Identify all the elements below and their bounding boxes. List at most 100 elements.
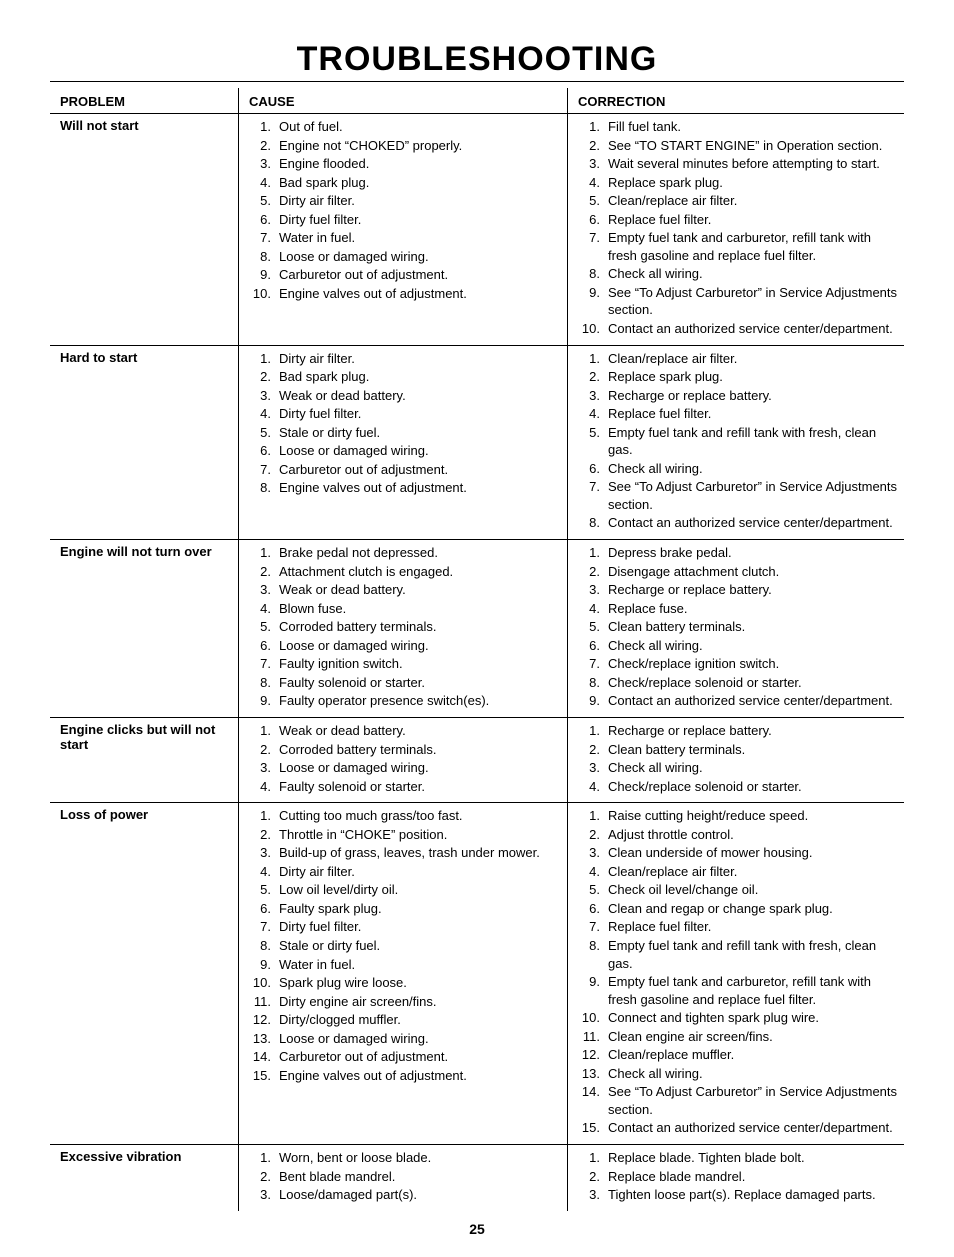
correction-item: 5.Clean battery terminals. <box>578 618 898 636</box>
cause-item: 3.Weak or dead battery. <box>249 581 561 599</box>
cause-item: 1.Worn, bent or loose blade. <box>249 1149 561 1167</box>
correction-item: 3.Recharge or replace battery. <box>578 387 898 405</box>
header-correction: CORRECTION <box>568 88 905 114</box>
cause-item: 9.Carburetor out of adjustment. <box>249 266 561 284</box>
cause-item: 6.Faulty spark plug. <box>249 900 561 918</box>
cause-item: 6.Loose or damaged wiring. <box>249 637 561 655</box>
cause-item: 11.Dirty engine air screen/fins. <box>249 993 561 1011</box>
cause-item: 4.Dirty fuel filter. <box>249 405 561 423</box>
correction-item: 3.Check all wiring. <box>578 759 898 777</box>
correction-item: 2.See “TO START ENGINE” in Operation sec… <box>578 137 898 155</box>
correction-item: 10.Connect and tighten spark plug wire. <box>578 1009 898 1027</box>
correction-item: 4.Replace fuel filter. <box>578 405 898 423</box>
cause-cell: 1.Dirty air filter.2.Bad spark plug.3.We… <box>239 345 568 539</box>
cause-item: 5.Dirty air filter. <box>249 192 561 210</box>
cause-item: 1.Weak or dead battery. <box>249 722 561 740</box>
cause-item: 3.Build-up of grass, leaves, trash under… <box>249 844 561 862</box>
cause-item: 4.Faulty solenoid or starter. <box>249 778 561 796</box>
correction-cell: 1.Replace blade. Tighten blade bolt.2.Re… <box>568 1144 905 1210</box>
correction-cell: 1.Raise cutting height/reduce speed.2.Ad… <box>568 803 905 1145</box>
cause-cell: 1.Cutting too much grass/too fast.2.Thro… <box>239 803 568 1145</box>
correction-item: 8.Check all wiring. <box>578 265 898 283</box>
header-cause: CAUSE <box>239 88 568 114</box>
cause-item: 1.Out of fuel. <box>249 118 561 136</box>
cause-item: 6.Loose or damaged wiring. <box>249 442 561 460</box>
correction-item: 1.Replace blade. Tighten blade bolt. <box>578 1149 898 1167</box>
cause-cell: 1.Weak or dead battery.2.Corroded batter… <box>239 717 568 802</box>
cause-item: 2.Corroded battery terminals. <box>249 741 561 759</box>
cause-item: 9.Faulty operator presence switch(es). <box>249 692 561 710</box>
cause-item: 6.Dirty fuel filter. <box>249 211 561 229</box>
correction-item: 14.See “To Adjust Carburetor” in Service… <box>578 1083 898 1118</box>
cause-item: 1.Dirty air filter. <box>249 350 561 368</box>
correction-item: 6.Check all wiring. <box>578 637 898 655</box>
problem-cell: Will not start <box>50 114 239 346</box>
cause-item: 7.Water in fuel. <box>249 229 561 247</box>
correction-item: 6.Replace fuel filter. <box>578 211 898 229</box>
header-problem: PROBLEM <box>50 88 239 114</box>
cause-item: 3.Engine flooded. <box>249 155 561 173</box>
cause-item: 2.Throttle in “CHOKE” position. <box>249 826 561 844</box>
correction-cell: 1.Fill fuel tank.2.See “TO START ENGINE”… <box>568 114 905 346</box>
table-row: Will not start1.Out of fuel.2.Engine not… <box>50 114 904 346</box>
problem-cell: Loss of power <box>50 803 239 1145</box>
cause-item: 15.Engine valves out of adjustment. <box>249 1067 561 1085</box>
correction-item: 3.Recharge or replace battery. <box>578 581 898 599</box>
cause-item: 4.Blown fuse. <box>249 600 561 618</box>
cause-item: 8.Stale or dirty fuel. <box>249 937 561 955</box>
correction-item: 2.Adjust throttle control. <box>578 826 898 844</box>
table-row: Engine clicks but will not start1.Weak o… <box>50 717 904 802</box>
correction-item: 3.Tighten loose part(s). Replace damaged… <box>578 1186 898 1204</box>
cause-item: 4.Dirty air filter. <box>249 863 561 881</box>
correction-item: 4.Check/replace solenoid or starter. <box>578 778 898 796</box>
correction-item: 9.Contact an authorized service center/d… <box>578 692 898 710</box>
cause-item: 7.Carburetor out of adjustment. <box>249 461 561 479</box>
correction-item: 1.Depress brake pedal. <box>578 544 898 562</box>
correction-item: 1.Clean/replace air filter. <box>578 350 898 368</box>
cause-item: 5.Stale or dirty fuel. <box>249 424 561 442</box>
table-header-row: PROBLEM CAUSE CORRECTION <box>50 88 904 114</box>
cause-item: 4.Bad spark plug. <box>249 174 561 192</box>
table-row: Engine will not turn over1.Brake pedal n… <box>50 540 904 718</box>
correction-item: 2.Replace blade mandrel. <box>578 1168 898 1186</box>
cause-item: 12.Dirty/clogged muffler. <box>249 1011 561 1029</box>
correction-item: 2.Clean battery terminals. <box>578 741 898 759</box>
correction-item: 5.Check oil level/change oil. <box>578 881 898 899</box>
cause-item: 2.Attachment clutch is engaged. <box>249 563 561 581</box>
correction-item: 7.Replace fuel filter. <box>578 918 898 936</box>
correction-item: 9.Empty fuel tank and carburetor, refill… <box>578 973 898 1008</box>
cause-item: 10.Spark plug wire loose. <box>249 974 561 992</box>
correction-item: 6.Check all wiring. <box>578 460 898 478</box>
correction-item: 5.Empty fuel tank and refill tank with f… <box>578 424 898 459</box>
cause-item: 3.Loose or damaged wiring. <box>249 759 561 777</box>
problem-cell: Engine clicks but will not start <box>50 717 239 802</box>
cause-item: 3.Weak or dead battery. <box>249 387 561 405</box>
correction-item: 8.Empty fuel tank and refill tank with f… <box>578 937 898 972</box>
problem-cell: Engine will not turn over <box>50 540 239 718</box>
cause-item: 9.Water in fuel. <box>249 956 561 974</box>
cause-item: 5.Corroded battery terminals. <box>249 618 561 636</box>
cause-item: 8.Loose or damaged wiring. <box>249 248 561 266</box>
correction-item: 4.Replace fuse. <box>578 600 898 618</box>
cause-cell: 1.Worn, bent or loose blade.2.Bent blade… <box>239 1144 568 1210</box>
cause-item: 2.Bent blade mandrel. <box>249 1168 561 1186</box>
correction-item: 2.Disengage attachment clutch. <box>578 563 898 581</box>
correction-item: 15.Contact an authorized service center/… <box>578 1119 898 1137</box>
correction-item: 2.Replace spark plug. <box>578 368 898 386</box>
table-row: Loss of power1.Cutting too much grass/to… <box>50 803 904 1145</box>
correction-item: 5.Clean/replace air filter. <box>578 192 898 210</box>
troubleshooting-table: PROBLEM CAUSE CORRECTION Will not start1… <box>50 88 904 1211</box>
correction-item: 11.Clean engine air screen/fins. <box>578 1028 898 1046</box>
cause-item: 5.Low oil level/dirty oil. <box>249 881 561 899</box>
problem-cell: Excessive vibration <box>50 1144 239 1210</box>
cause-item: 2.Engine not “CHOKED” properly. <box>249 137 561 155</box>
correction-item: 4.Clean/replace air filter. <box>578 863 898 881</box>
correction-cell: 1.Recharge or replace battery.2.Clean ba… <box>568 717 905 802</box>
table-row: Hard to start1.Dirty air filter.2.Bad sp… <box>50 345 904 539</box>
cause-cell: 1.Out of fuel.2.Engine not “CHOKED” prop… <box>239 114 568 346</box>
problem-cell: Hard to start <box>50 345 239 539</box>
correction-item: 10.Contact an authorized service center/… <box>578 320 898 338</box>
correction-item: 8.Check/replace solenoid or starter. <box>578 674 898 692</box>
correction-cell: 1.Depress brake pedal.2.Disengage attach… <box>568 540 905 718</box>
table-row: Excessive vibration1.Worn, bent or loose… <box>50 1144 904 1210</box>
